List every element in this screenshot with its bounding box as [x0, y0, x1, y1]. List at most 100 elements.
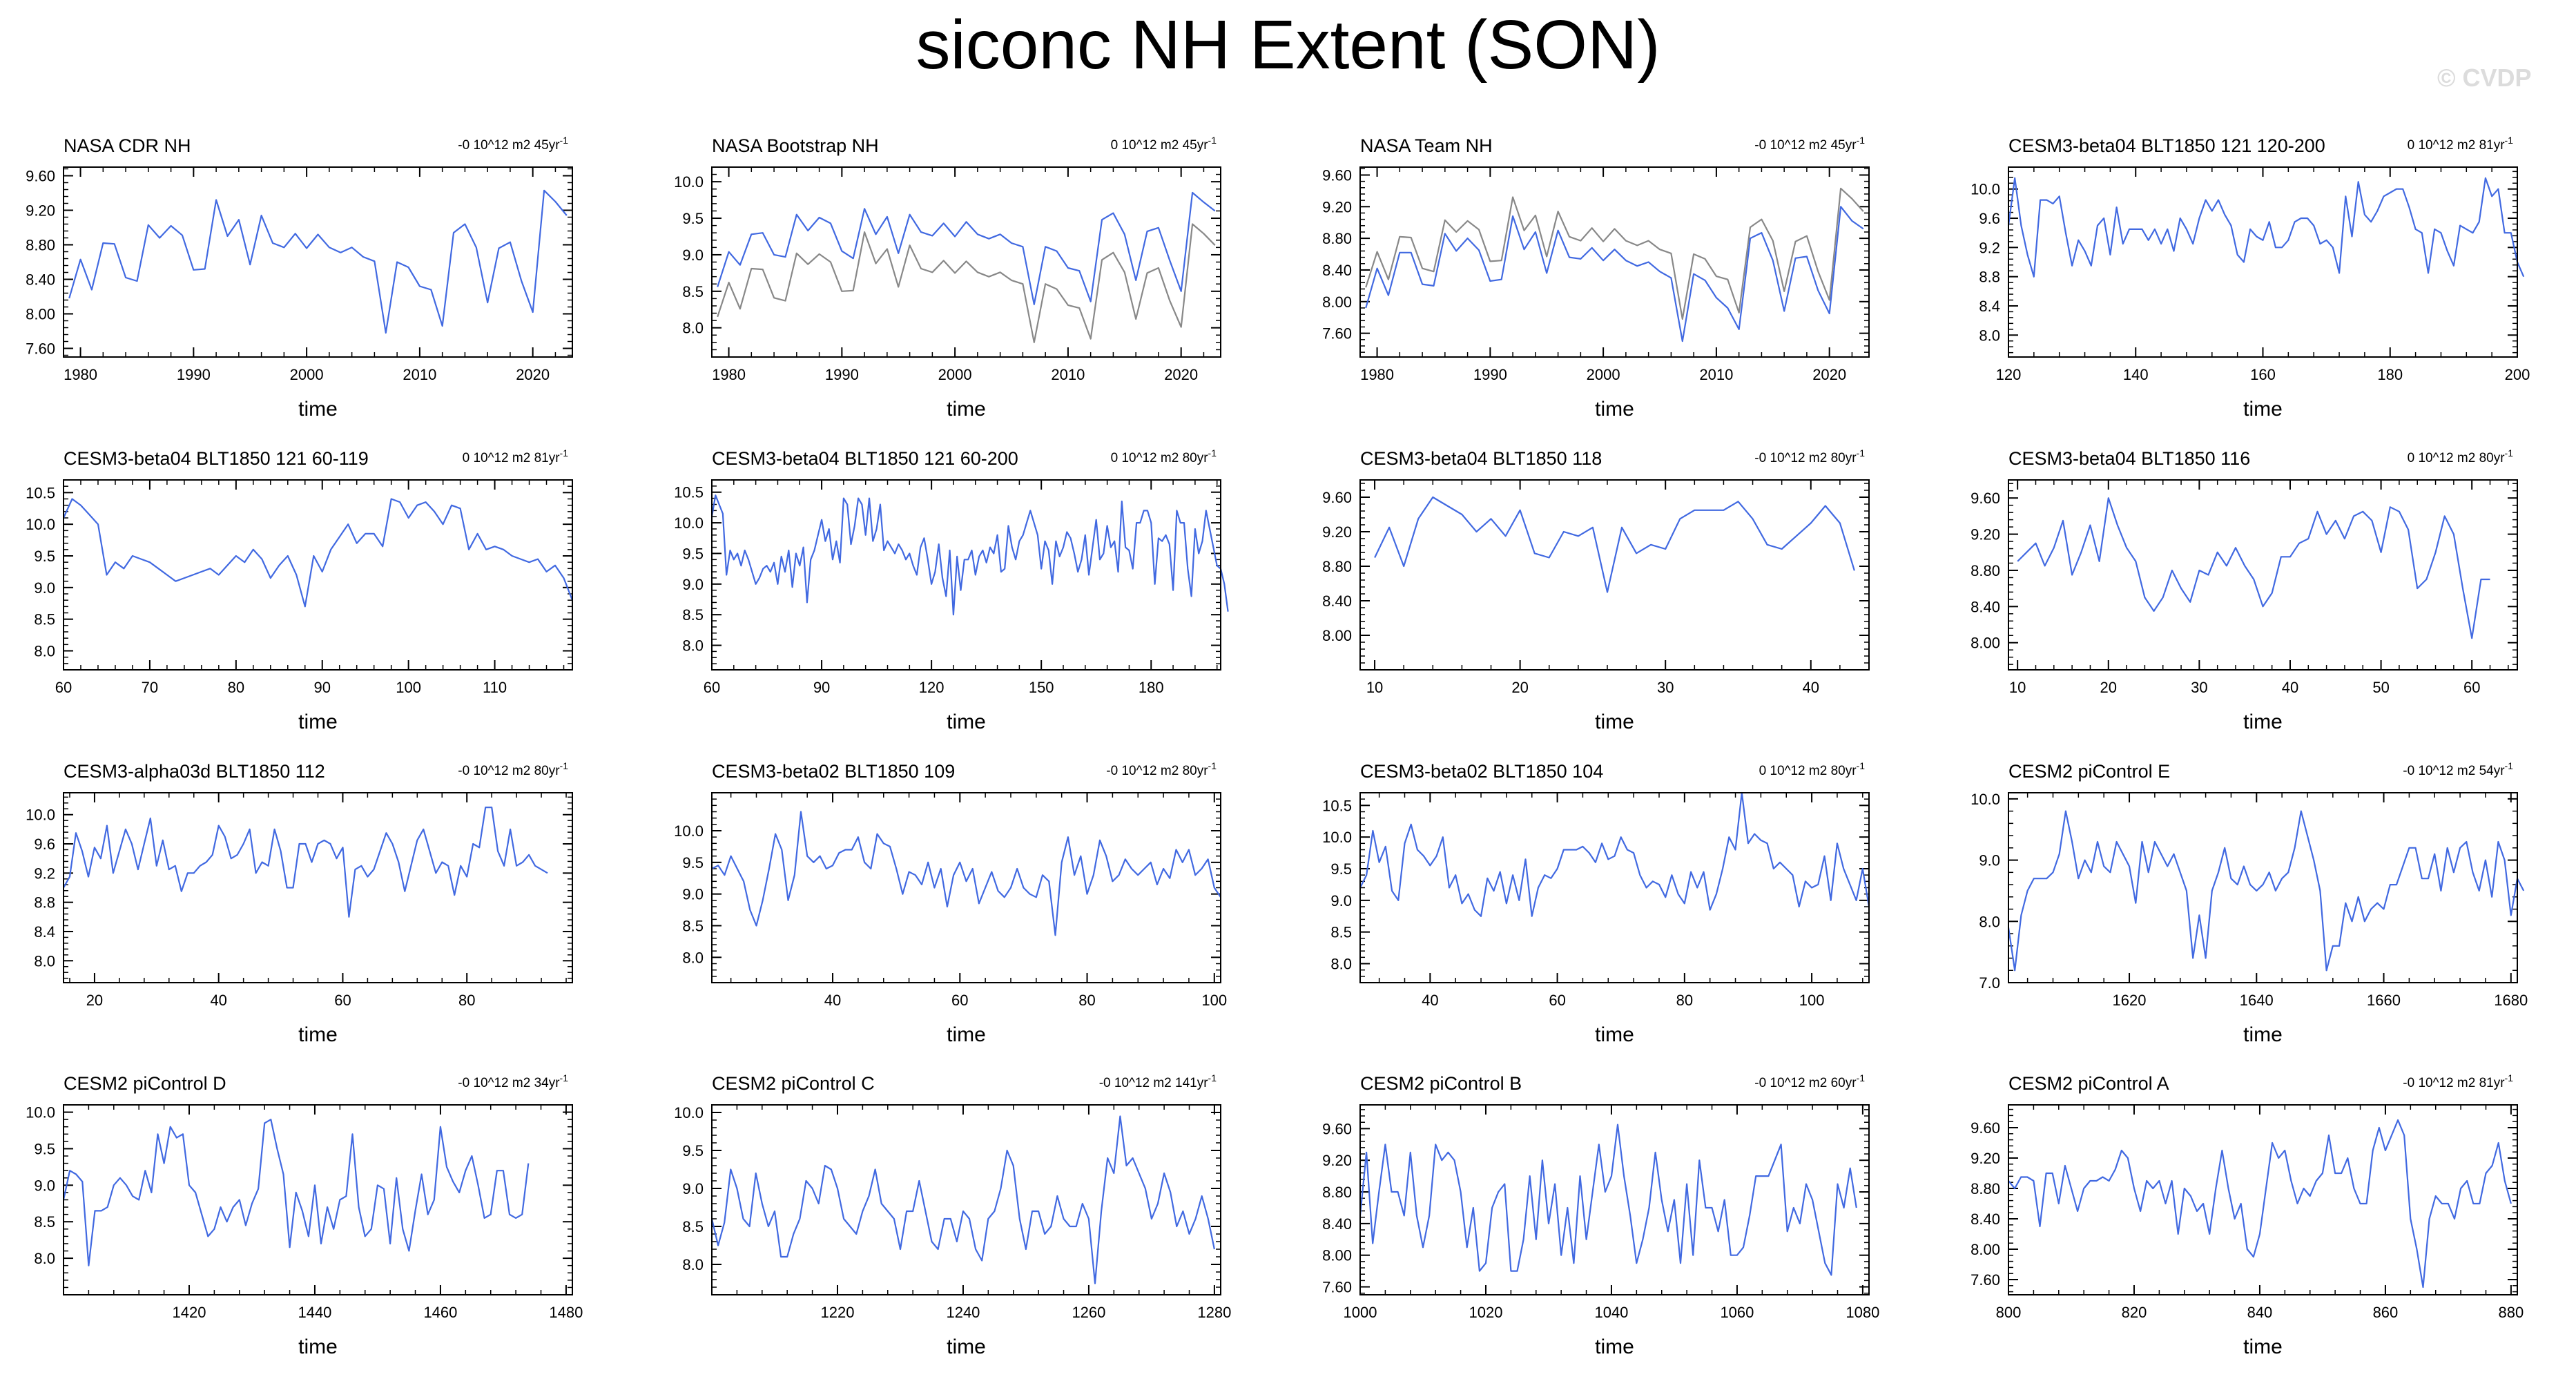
x-tick-label: 110: [483, 679, 507, 696]
x-tick-label: 840: [2247, 1304, 2273, 1321]
y-tick-label: 8.0: [682, 1256, 704, 1273]
trend-label: -0 10^12 m2 34yr-1: [458, 1072, 568, 1090]
x-tick-label: 820: [2122, 1304, 2147, 1321]
x-tick-label: 120: [1996, 366, 2022, 383]
series-line-model: [2007, 177, 2525, 278]
x-tick-label: 60: [2463, 679, 2480, 696]
x-tick-label: 2020: [516, 366, 550, 383]
x-tick-label: 1460: [423, 1304, 457, 1321]
y-tick-label: 7.0: [1979, 974, 2000, 992]
x-tick-label: 90: [314, 679, 331, 696]
x-tick-label: 1980: [712, 366, 746, 383]
series-line-model: [1359, 1124, 1857, 1276]
x-tick-label: 1990: [177, 366, 211, 383]
series-line-model: [1365, 206, 1864, 343]
y-tick-label: 9.60: [1970, 490, 2000, 507]
y-tick-label: 8.5: [1330, 924, 1352, 941]
x-tick-label: 70: [142, 679, 158, 696]
y-tick-label: 8.0: [682, 320, 704, 337]
x-tick-label: 2010: [1051, 366, 1085, 383]
y-tick-label: 8.00: [1970, 1241, 2000, 1258]
panel-cesm3-beta04-blt1850-121-60-119: CESM3-beta04 BLT1850 121 60-119 0 10^12 m…: [26, 447, 574, 733]
x-tick-label: 800: [1996, 1304, 2022, 1321]
x-tick-label: 2000: [938, 366, 972, 383]
x-tick-label: 1220: [820, 1304, 854, 1321]
y-tick-label: 8.5: [34, 611, 55, 628]
y-tick-label: 8.5: [682, 283, 704, 300]
series-line-model: [1374, 496, 1855, 593]
y-tick-label: 8.8: [34, 894, 55, 912]
trend-label: 0 10^12 m2 80yr-1: [2408, 447, 2514, 465]
x-tick-label: 1060: [1720, 1304, 1754, 1321]
x-axis-label: time: [298, 1023, 338, 1046]
series-line-obs: [1365, 187, 1864, 320]
y-tick-label: 9.5: [682, 1142, 704, 1159]
panel-title: CESM3-beta02 BLT1850 104: [1360, 761, 1603, 782]
y-tick-label: 9.0: [34, 1177, 55, 1194]
x-axis-label: time: [298, 398, 338, 421]
x-tick-label: 120: [919, 679, 945, 696]
y-tick-label: 10.0: [26, 1104, 55, 1121]
y-tick-label: 8.80: [26, 237, 55, 254]
y-tick-label: 10.0: [26, 516, 55, 533]
panel-title: NASA CDR NH: [64, 135, 191, 156]
y-tick-label: 8.0: [682, 637, 704, 655]
y-tick-label: 9.0: [682, 576, 704, 593]
panel-nasa-cdr-nh: NASA CDR NH -0 10^12 m2 45yr-1 1980 1990 200…: [26, 135, 573, 421]
series-line-model: [62, 498, 574, 608]
x-tick-label: 1000: [1344, 1304, 1377, 1321]
trend-label: 0 10^12 m2 45yr-1: [1111, 135, 1217, 153]
x-tick-label: 2000: [1587, 366, 1620, 383]
y-tick-label: 8.5: [682, 606, 704, 624]
y-tick-label: 8.80: [1322, 558, 1352, 575]
x-tick-label: 1980: [64, 366, 97, 383]
x-tick-label: 40: [1803, 679, 1819, 696]
series-line-obs: [717, 223, 1216, 343]
plot-frame: [711, 1104, 1221, 1295]
plot-frame: [63, 792, 573, 983]
y-tick-label: 10.0: [1322, 829, 1352, 846]
x-tick-label: 1280: [1197, 1304, 1231, 1321]
panel-cesm3-beta02-blt1850-104: CESM3-beta02 BLT1850 104 0 10^12 m2 80yr-…: [1322, 760, 1870, 1046]
plot-frame: [2008, 1104, 2518, 1295]
y-tick-label: 9.2: [34, 865, 55, 882]
y-tick-label: 9.60: [26, 168, 55, 185]
panel-cesm2-picontrol-c: CESM2 piControl C -0 10^12 m2 141yr-1 1220…: [674, 1072, 1231, 1358]
y-tick-label: 8.00: [1970, 635, 2000, 652]
plot-frame: [1359, 792, 1870, 983]
y-tick-label: 8.5: [34, 1213, 55, 1231]
trend-label: -0 10^12 m2 80yr-1: [458, 760, 568, 778]
trend-label: 0 10^12 m2 80yr-1: [1759, 760, 1866, 778]
y-tick-label: 9.60: [1322, 166, 1352, 184]
x-axis-label: time: [1595, 711, 1634, 733]
plot-frame: [2008, 792, 2518, 983]
y-tick-label: 9.60: [1322, 1120, 1352, 1137]
y-tick-label: 10.0: [674, 514, 704, 532]
y-tick-label: 8.4: [1979, 298, 2000, 315]
y-tick-label: 9.0: [1979, 852, 2000, 869]
y-tick-label: 8.80: [1970, 562, 2000, 579]
x-tick-label: 160: [2250, 366, 2276, 383]
trend-label: 0 10^12 m2 81yr-1: [463, 447, 569, 465]
y-tick-label: 9.5: [682, 545, 704, 562]
y-tick-label: 8.5: [682, 1218, 704, 1235]
y-tick-label: 8.0: [34, 1250, 55, 1267]
series-line-model: [2007, 810, 2525, 972]
y-tick-label: 9.0: [682, 1180, 704, 1197]
trend-label: 0 10^12 m2 80yr-1: [1111, 447, 1217, 465]
series-line-model: [717, 191, 1216, 305]
y-tick-label: 9.0: [1330, 892, 1352, 909]
x-tick-label: 1240: [946, 1304, 980, 1321]
x-tick-label: 2020: [1812, 366, 1846, 383]
x-tick-label: 150: [1029, 679, 1054, 696]
x-axis-label: time: [298, 711, 338, 733]
x-tick-label: 60: [55, 679, 72, 696]
y-tick-label: 8.5: [682, 918, 704, 935]
main-title: siconc NH Extent (SON): [916, 6, 1660, 84]
panel-title: CESM3-beta04 BLT1850 121 120-200: [2008, 135, 2325, 156]
y-tick-label: 8.0: [1979, 913, 2000, 930]
y-tick-label: 9.60: [1970, 1119, 2000, 1137]
series-line-model: [2008, 1119, 2512, 1289]
x-tick-label: 100: [396, 679, 421, 696]
plot-frame: [1359, 166, 1870, 358]
